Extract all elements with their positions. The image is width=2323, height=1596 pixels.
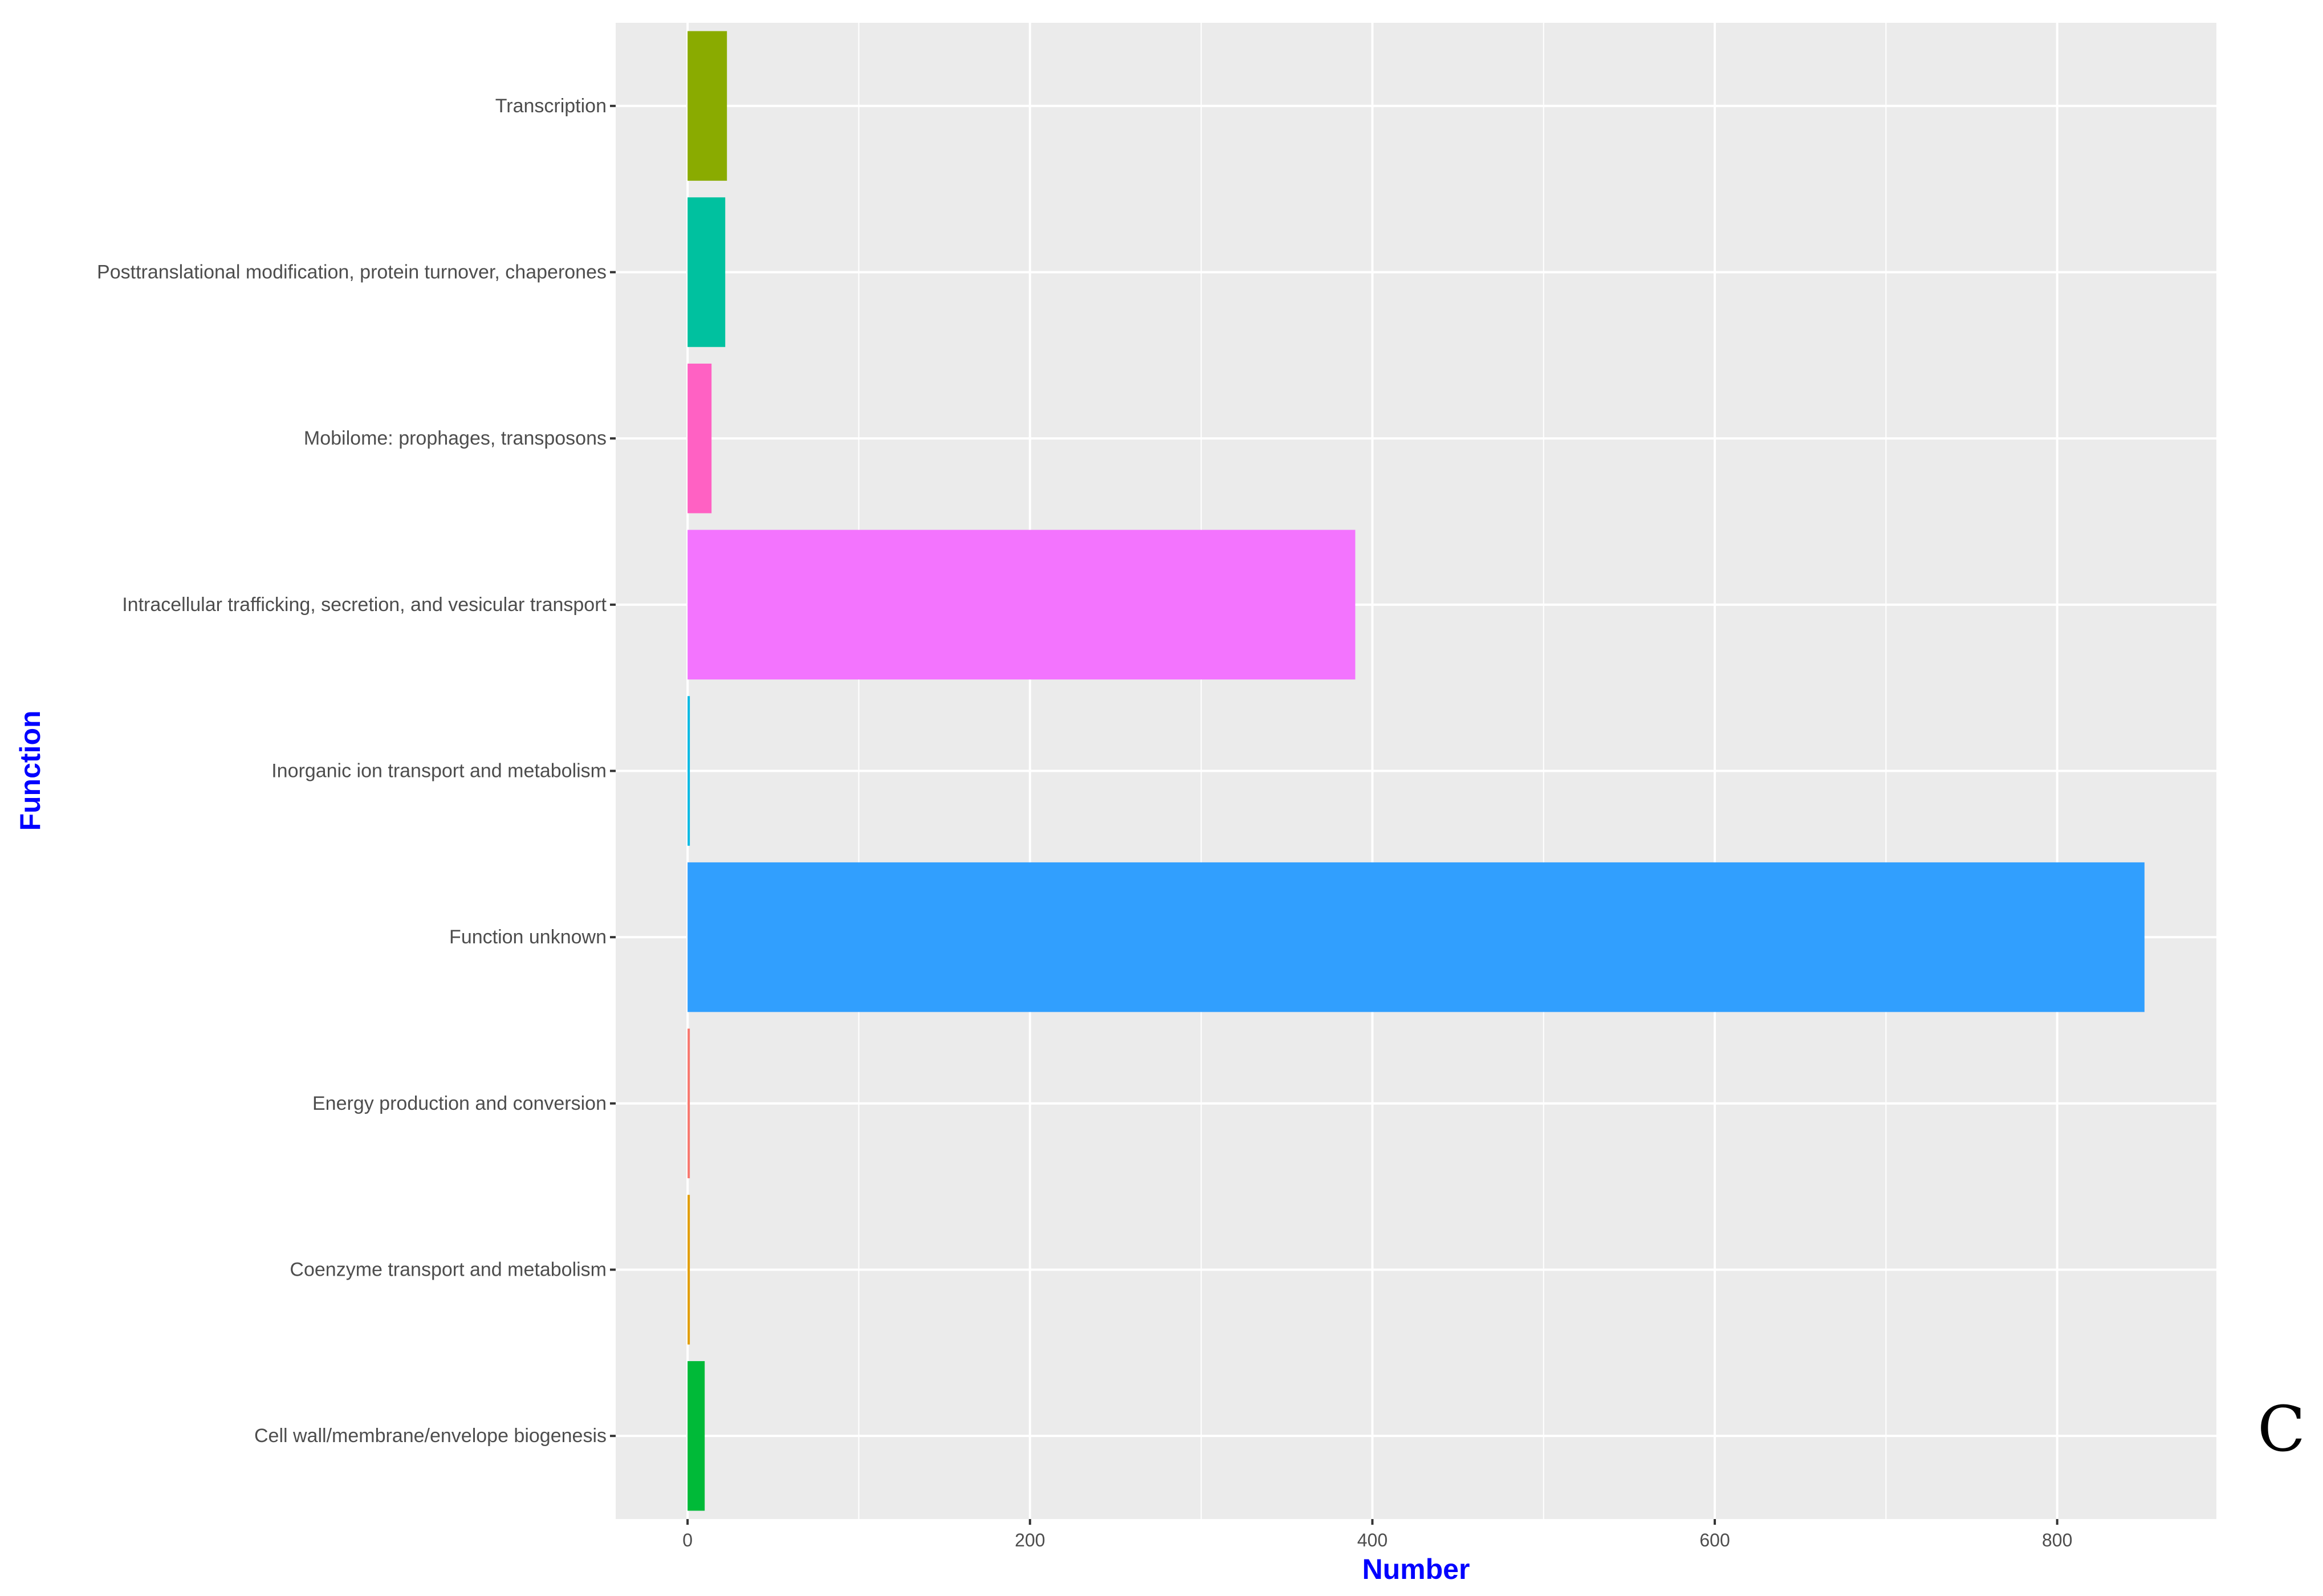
bars xyxy=(687,31,2145,1511)
y-tick-label: Posttranslational modification, protein … xyxy=(97,262,607,283)
bar xyxy=(687,31,727,181)
bar xyxy=(687,197,726,347)
bar xyxy=(687,1361,705,1511)
x-tick-label: 0 xyxy=(682,1530,693,1550)
y-tick-label: Function unknown xyxy=(449,926,607,948)
panel-label: C xyxy=(2257,1393,2305,1465)
bar xyxy=(687,530,1356,680)
x-axis-title: Number xyxy=(1362,1553,1470,1585)
y-axis-title: Function xyxy=(14,710,46,830)
x-tick-label: 600 xyxy=(1699,1530,1730,1550)
y-tick-label: Transcription xyxy=(495,95,607,117)
x-tick-label: 400 xyxy=(1357,1530,1388,1550)
y-tick-label: Cell wall/membrane/envelope biogenesis xyxy=(254,1425,607,1447)
y-tick-label: Inorganic ion transport and metabolism xyxy=(271,760,607,782)
bar xyxy=(687,1028,690,1179)
bar xyxy=(687,696,690,846)
bar xyxy=(687,862,2145,1012)
y-tick-label: Energy production and conversion xyxy=(312,1093,607,1114)
x-tick-label: 800 xyxy=(2042,1530,2072,1550)
y-tick-label: Mobilome: prophages, transposons xyxy=(304,427,607,449)
y-tick-label: Intracellular trafficking, secretion, an… xyxy=(122,594,607,616)
y-tick-label: Coenzyme transport and metabolism xyxy=(290,1259,607,1281)
bar xyxy=(687,363,712,514)
y-axis: Transcription Posttranslational modificat… xyxy=(97,95,616,1447)
x-axis: 0 200 400 600 800 xyxy=(682,1519,2072,1550)
bar xyxy=(687,1195,690,1345)
x-tick-label: 200 xyxy=(1015,1530,1045,1550)
